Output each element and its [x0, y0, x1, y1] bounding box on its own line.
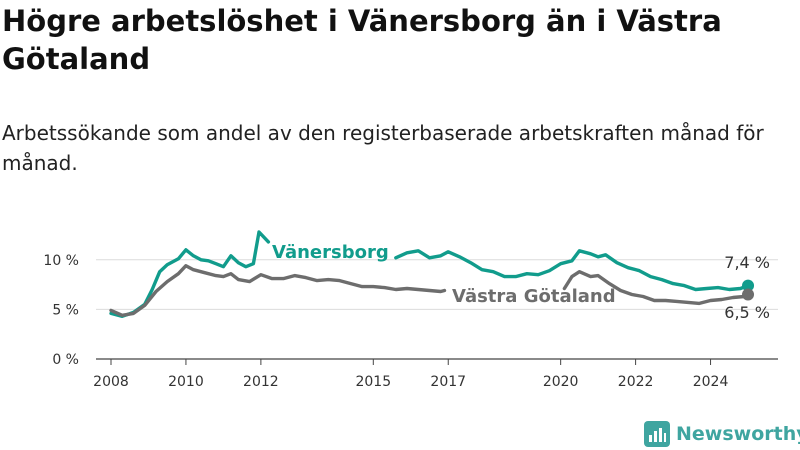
y-tick-label: 5 %	[52, 302, 79, 318]
y-tick-label: 10 %	[43, 253, 79, 269]
newsworthy-logo-icon	[644, 421, 670, 447]
brand-name: Newsworthy	[676, 423, 800, 445]
x-tick-label: 2020	[543, 374, 579, 390]
labels: 0 % 5 % 10 % Vänersborg Västra Götaland 7,4 %…	[43, 242, 770, 368]
y-tick-label: 0 %	[52, 352, 79, 368]
series-end-point	[742, 279, 755, 292]
grid	[96, 259, 778, 360]
end-value-label-vastra-gotaland: 6,5 %	[724, 303, 770, 322]
chart-subtitle: Arbetssökande som andel av den registerb…	[2, 121, 764, 175]
x-tick-label: 2024	[693, 374, 729, 390]
x-tick-label: 2017	[430, 374, 466, 390]
series-group	[109, 230, 755, 318]
chart-title: Högre arbetslöshet i Vänersborg än i Väs…	[2, 4, 722, 76]
x-tick-label: 2012	[243, 374, 279, 390]
x-tick-label: 2010	[168, 374, 204, 390]
series-label-vanersborg: Vänersborg	[272, 242, 389, 263]
x-tick-label: 2008	[93, 374, 129, 390]
x-tick-label: 2022	[618, 374, 654, 390]
series-line-vastra-gotaland	[109, 264, 750, 317]
series-label-vastra-gotaland: Västra Götaland	[452, 286, 616, 307]
newsworthy-logo: Newsworthy	[644, 419, 800, 449]
end-value-label-vanersborg: 7,4 %	[724, 253, 770, 272]
series-end-point	[742, 288, 755, 301]
x-axis: 2008 2010 2012 2015 2017 2020 2022 2024	[93, 359, 728, 390]
x-tick-label: 2015	[355, 374, 391, 390]
